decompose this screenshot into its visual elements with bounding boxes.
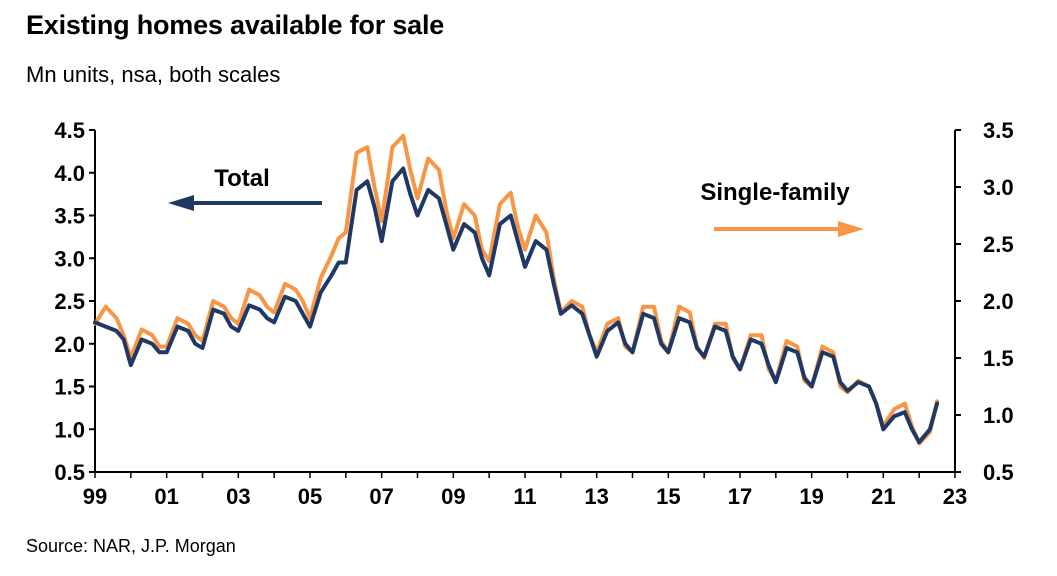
x-tick-label: 05 bbox=[298, 484, 322, 509]
x-tick-label: 13 bbox=[584, 484, 608, 509]
right-y-tick-label: 1.5 bbox=[983, 346, 1014, 371]
chart-subtitle: Mn units, nsa, both scales bbox=[26, 62, 281, 87]
x-tick-label: 19 bbox=[799, 484, 823, 509]
left-y-tick-label: 1.5 bbox=[54, 375, 85, 400]
left-y-tick-label: 3.0 bbox=[54, 246, 85, 271]
single-family-arrow-head bbox=[838, 221, 864, 237]
chart-title: Existing homes available for sale bbox=[26, 10, 445, 40]
left-y-tick-label: 1.0 bbox=[54, 417, 85, 442]
x-tick-label: 07 bbox=[369, 484, 393, 509]
total-annotation-label: Total bbox=[214, 165, 270, 192]
series-group bbox=[93, 133, 940, 446]
right-y-tick-label: 3.5 bbox=[983, 118, 1014, 143]
left-y-tick-label: 2.0 bbox=[54, 332, 85, 357]
x-tick-label: 21 bbox=[871, 484, 895, 509]
x-tick-label: 99 bbox=[83, 484, 107, 509]
right-y-tick-label: 1.0 bbox=[983, 403, 1014, 428]
series-line-total bbox=[93, 166, 940, 445]
axes-group: 0.5 1.0 1.5 2.0 2.5 3.0 3.5 4.0 4.5 0.5 1.0 1.5 2.0 2… bbox=[54, 118, 1013, 509]
x-tick-label: 11 bbox=[513, 484, 536, 509]
single-family-annotation-label: Single-family bbox=[700, 179, 850, 206]
x-tick-label: 01 bbox=[154, 484, 178, 509]
right-y-tick-label: 3.0 bbox=[983, 175, 1014, 200]
x-tick-label: 17 bbox=[728, 484, 752, 509]
left-y-tick-label: 4.0 bbox=[54, 161, 85, 186]
x-tick-label: 23 bbox=[943, 484, 967, 509]
x-tick-label: 15 bbox=[656, 484, 680, 509]
left-y-tick-label: 2.5 bbox=[54, 289, 85, 314]
source-note: Source: NAR, J.P. Morgan bbox=[26, 536, 236, 556]
total-arrow-head bbox=[168, 195, 194, 211]
left-y-tick-label: 0.5 bbox=[54, 460, 85, 485]
x-tick-label: 03 bbox=[226, 484, 250, 509]
x-tick-label: 09 bbox=[441, 484, 465, 509]
annotations-group: Total Single-family bbox=[168, 165, 864, 237]
left-y-tick-label: 3.5 bbox=[54, 204, 85, 229]
right-y-tick-label: 0.5 bbox=[983, 460, 1014, 485]
right-y-tick-label: 2.5 bbox=[983, 232, 1014, 257]
left-y-tick-label: 4.5 bbox=[54, 118, 85, 143]
right-y-tick-label: 2.0 bbox=[983, 289, 1014, 314]
